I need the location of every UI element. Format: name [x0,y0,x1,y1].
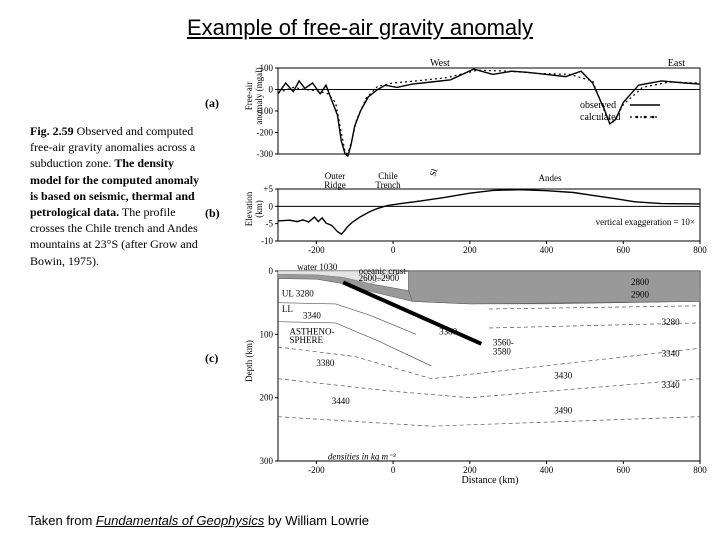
vert-exag: vertical exaggeration = 10× [596,217,695,227]
svg-text:-300: -300 [257,149,274,159]
page-title: Example of free-air gravity anomaly [0,0,720,51]
c-xlabel: Distance (km) [462,475,519,486]
svg-text:0: 0 [269,266,274,276]
c-ylabel: Depth (km) [244,340,254,382]
chart-a: 1000-100-200-300 West East observed calc… [230,56,710,166]
svg-text:0: 0 [391,465,396,475]
svg-text:-5: -5 [266,219,274,229]
svg-text:LL: LL [282,304,293,314]
chart-b: +5 0 -5 -10 -200 0 200 400 600 800 Elevation (km)… [230,169,710,254]
attrib-prefix: Taken from [28,513,96,528]
svg-text:3280: 3280 [662,317,681,327]
svg-text:200: 200 [463,465,477,475]
panel-a-label: (a) [205,96,219,111]
svg-text:0: 0 [269,201,274,211]
svg-text:0: 0 [391,245,396,254]
attribution: Taken from Fundamentals of Geophysics by… [28,513,369,528]
svg-text:3430: 3430 [554,371,573,381]
svg-text:800: 800 [693,245,707,254]
legend-observed: observed [580,100,616,111]
svg-text:densities in kg m⁻³: densities in kg m⁻³ [328,452,396,462]
svg-text:600: 600 [617,465,631,475]
attrib-suffix: by William Lowrie [264,513,369,528]
svg-text:3490: 3490 [554,406,573,416]
svg-text:3340: 3340 [662,349,681,359]
a-ylabel1: Free-air [244,82,254,110]
figure-caption: Fig. 2.59 Observed and computed free-air… [30,123,200,269]
attrib-title: Fundamentals of Geophysics [96,513,264,528]
svg-text:-200: -200 [308,465,325,475]
outer-ridge2: Ridge [324,180,346,190]
chile-trench2: Trench [375,180,401,190]
svg-text:3580: 3580 [493,347,512,357]
b-ylabel1: Elevation [244,191,254,226]
svg-text:2800: 2800 [631,277,650,287]
chart-c: 0100200300-2000200400600800water 1030oce… [230,261,710,486]
svg-text:3380: 3380 [439,326,458,336]
svg-text:2600–2900: 2600–2900 [359,273,400,283]
svg-text:-200: -200 [257,128,274,138]
svg-text:3340: 3340 [303,311,322,321]
svg-text:0: 0 [269,85,274,95]
fig-number: Fig. 2.59 [30,124,74,138]
legend-calculated: calculated [580,112,621,123]
svg-text:3440: 3440 [332,396,351,406]
svg-text:3380: 3380 [316,358,335,368]
east-label: East [668,58,685,69]
b-ylabel2: (km) [254,200,264,218]
a-ylabel2: anomaly (mgal) [254,67,264,124]
andes-label: Andes [539,173,562,183]
west-label: West [430,58,450,69]
shore-line: Shore line [427,169,449,178]
panel-b-label: (b) [205,206,220,221]
svg-text:+5: +5 [263,184,273,194]
svg-text:800: 800 [693,465,707,475]
svg-text:-200: -200 [308,245,325,254]
svg-text:400: 400 [540,465,554,475]
svg-text:2900: 2900 [631,290,650,300]
svg-text:-10: -10 [261,236,273,246]
svg-text:600: 600 [617,245,631,254]
svg-text:UL 3280: UL 3280 [282,288,314,298]
svg-text:water 1030: water 1030 [297,262,338,272]
svg-text:100: 100 [260,329,274,339]
svg-text:400: 400 [540,245,554,254]
svg-text:200: 200 [260,393,274,403]
svg-text:3340: 3340 [662,380,681,390]
figure-area: Fig. 2.59 Observed and computed free-air… [10,51,710,481]
svg-text:300: 300 [260,456,274,466]
svg-text:200: 200 [463,245,477,254]
svg-text:SPHERE: SPHERE [290,335,324,345]
panel-c-label: (c) [205,351,218,366]
